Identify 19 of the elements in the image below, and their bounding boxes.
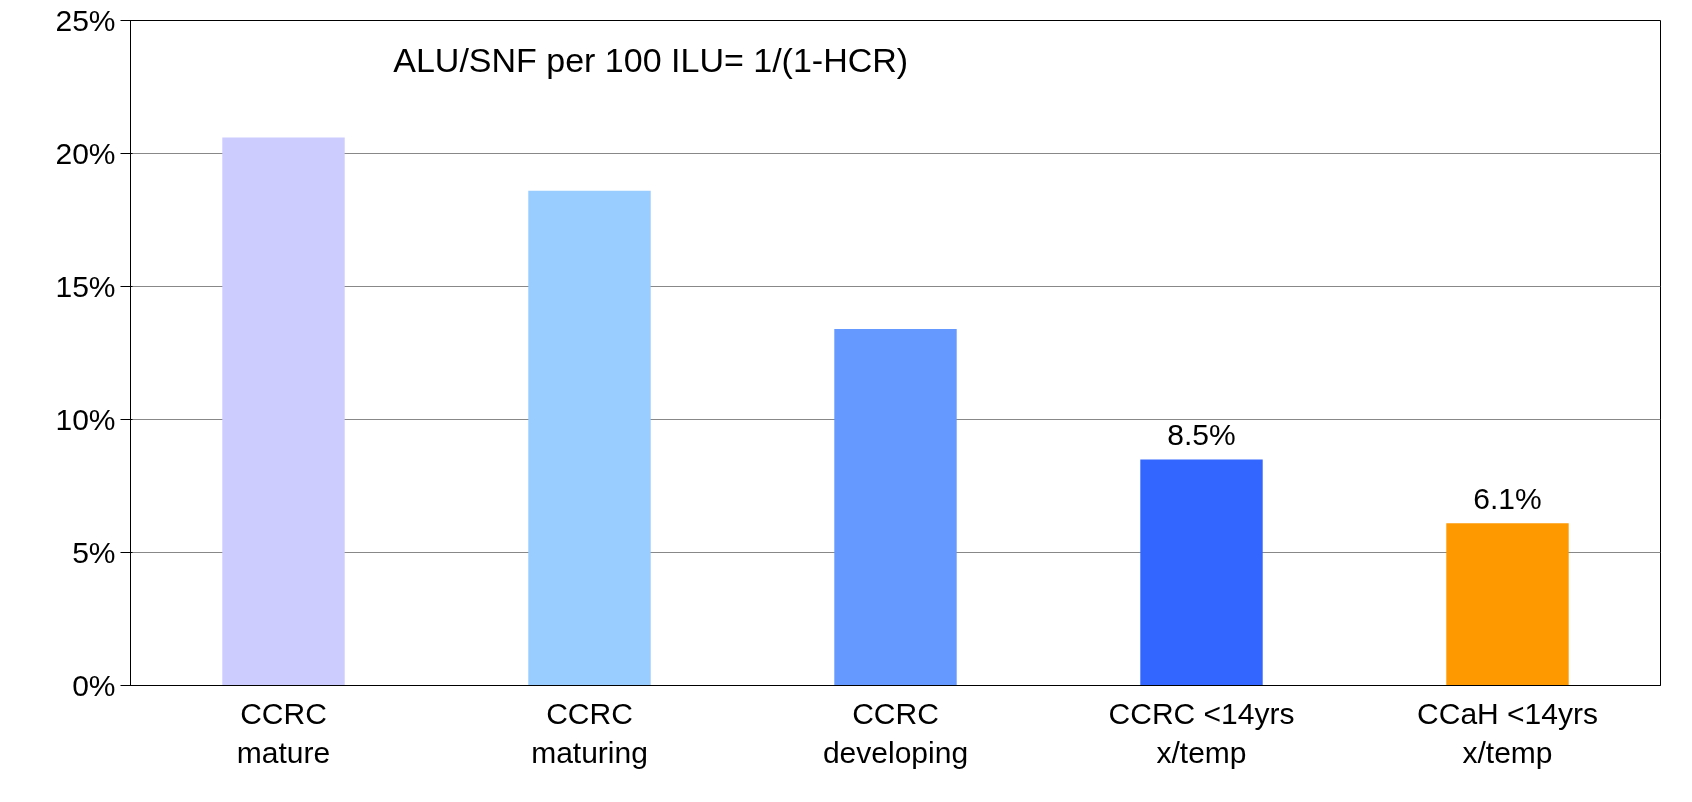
bar (222, 137, 345, 686)
y-tick-label: 0% (72, 669, 116, 702)
x-tick-label: CCRC mature (236, 696, 331, 770)
y-tick-label: 15% (55, 270, 116, 303)
x-tick-label: CCRC developing (822, 696, 969, 770)
data-label: 8.5% (1167, 418, 1236, 452)
y-tick-label: 25% (55, 4, 116, 37)
text: ALU/SNF per 100 ILU= 1/(1-HCR) (393, 40, 909, 79)
data-label: 6.1% (1473, 482, 1542, 516)
y-tick-label: 20% (55, 137, 116, 170)
x-tick-label: CCRC maturing (531, 696, 648, 770)
x-tick-label: CCaH <14yrs x/temp (1417, 696, 1598, 770)
x-tick-label: CCRC <14yrs x/temp (1108, 696, 1295, 770)
bar (1446, 523, 1569, 686)
bar (1140, 459, 1263, 686)
y-tick-label: 10% (55, 403, 116, 436)
bar (528, 190, 651, 686)
bar (834, 329, 957, 686)
y-tick-label: 5% (72, 536, 116, 569)
